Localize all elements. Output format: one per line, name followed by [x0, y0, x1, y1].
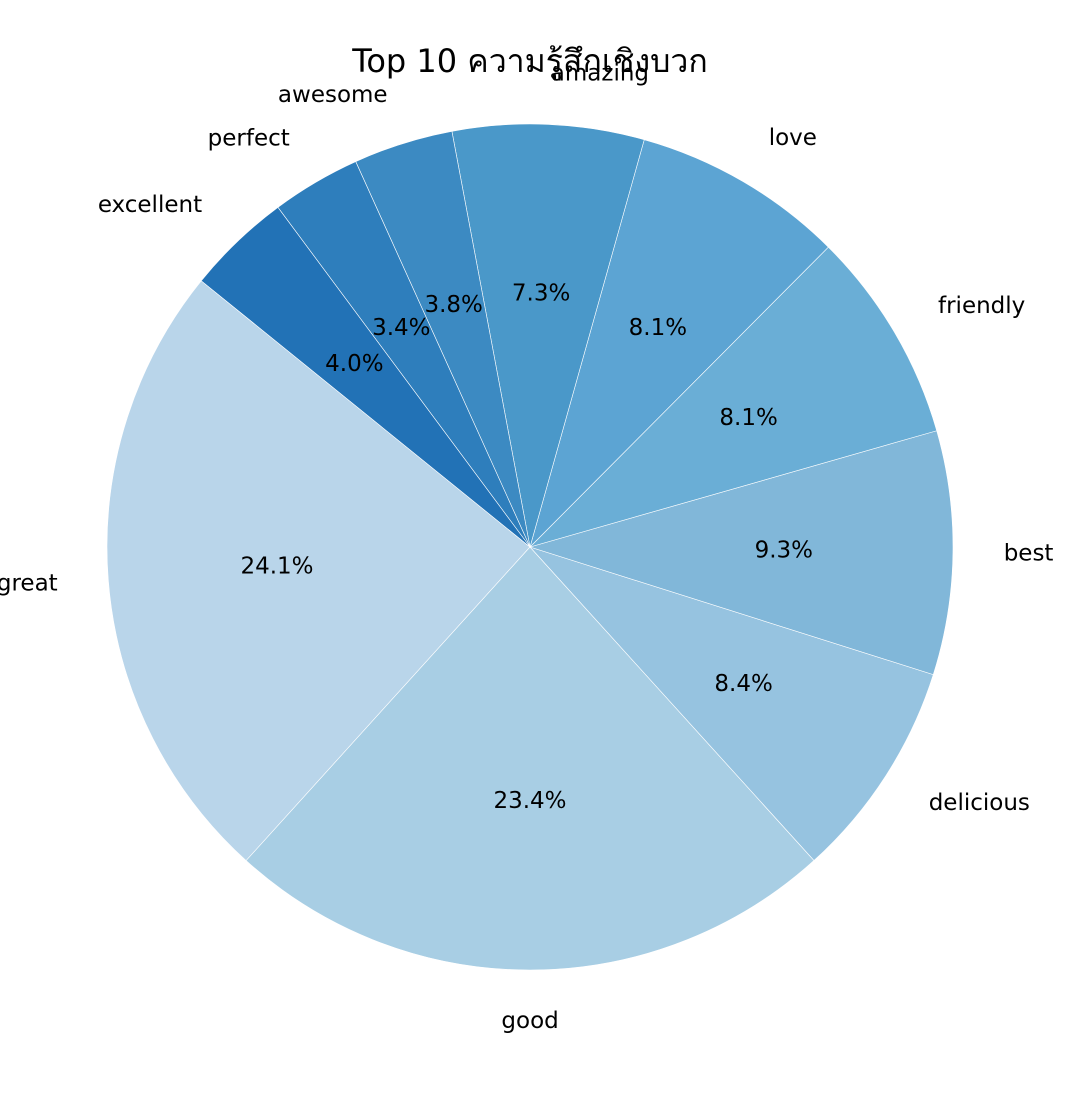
slice-label-love: love: [769, 125, 817, 151]
chart-title: Top 10 ความรู้สึกเชิงบวก: [351, 42, 708, 81]
slice-percent-amazing: 7.3%: [512, 280, 570, 306]
pie-slice-excellent: [200, 206, 531, 548]
slice-label-good: good: [501, 1008, 558, 1034]
pie-slice-love: [529, 139, 829, 549]
pie-slice-good: [245, 546, 815, 971]
slice-label-amazing: amazing: [551, 61, 649, 87]
slice-percent-perfect: 3.4%: [372, 315, 430, 341]
slice-label-best: best: [1004, 541, 1054, 567]
slice-percent-friendly: 8.1%: [719, 405, 777, 431]
slice-percent-good: 23.4%: [493, 788, 566, 814]
slice-label-delicious: delicious: [929, 790, 1030, 816]
pie-labels: great 24.1% good 23.4% delicious 8.4% best 9.3%…: [0, 61, 1053, 1034]
slice-percent-excellent: 4.0%: [325, 351, 383, 377]
slice-percent-awesome: 3.8%: [424, 292, 482, 318]
slice-label-great: great: [0, 571, 58, 597]
pie-slice-best: [528, 430, 954, 675]
pie-slices: [106, 123, 954, 971]
slice-percent-best: 9.3%: [755, 538, 813, 564]
slice-label-awesome: awesome: [278, 82, 388, 108]
pie-slice-great: [106, 280, 531, 862]
slice-percent-great: 24.1%: [240, 554, 313, 580]
slice-label-excellent: excellent: [98, 192, 202, 218]
pie-slice-delicious: [529, 546, 934, 861]
slice-percent-love: 8.1%: [629, 315, 687, 341]
pie-slice-friendly: [528, 246, 938, 548]
slice-label-friendly: friendly: [938, 293, 1025, 319]
pie-slice-amazing: [451, 123, 645, 548]
slice-percent-delicious: 8.4%: [714, 671, 772, 697]
slice-label-perfect: perfect: [208, 126, 290, 152]
